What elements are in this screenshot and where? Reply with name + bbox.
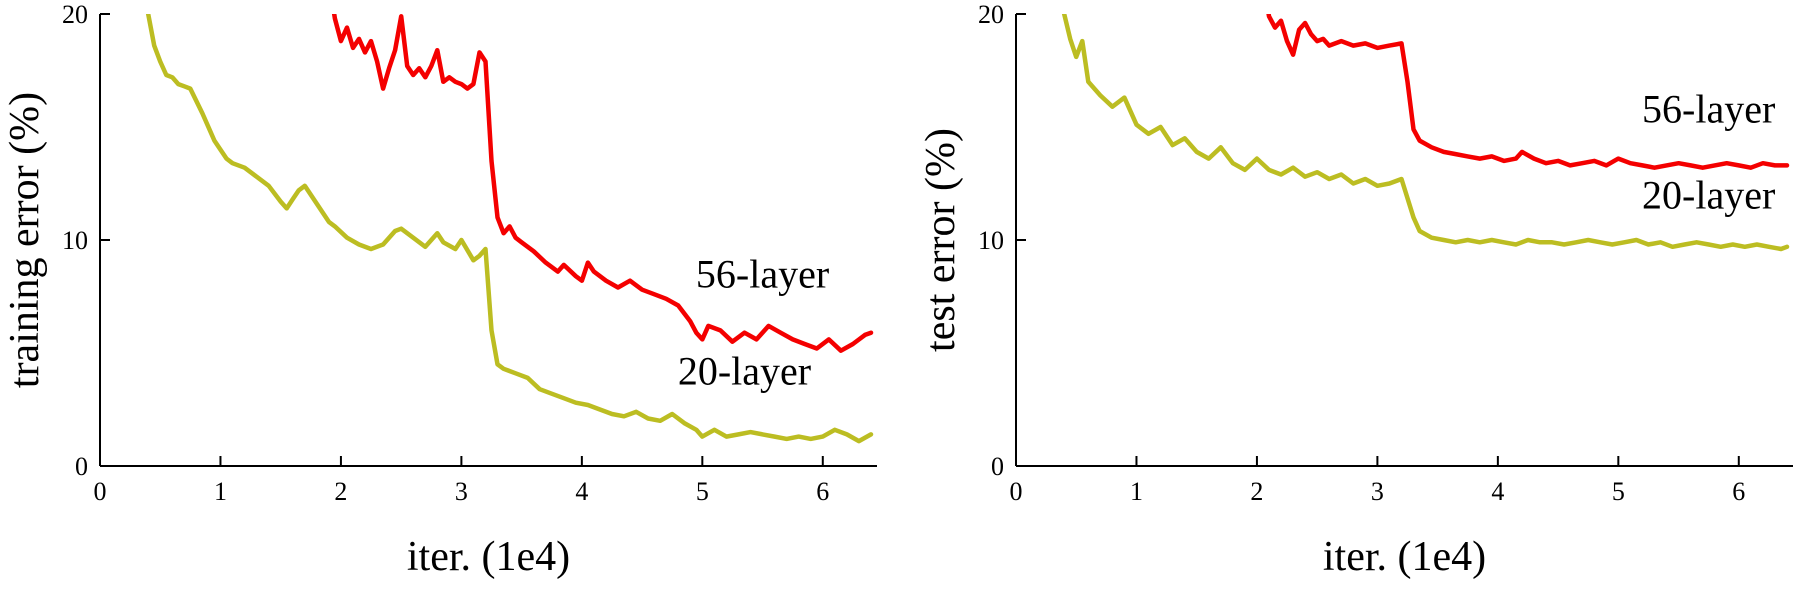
y-axis-label: training error (%) — [2, 92, 48, 388]
annotation-20-layer: 20-layer — [1642, 172, 1775, 217]
x-tick-label: 5 — [696, 477, 709, 506]
series-line-56-layer — [331, 14, 874, 353]
test-error-plot: 0 1 2 3 4 5 6 0 10 20 iter. (1e4) test error (%) 56-… — [918, 0, 1793, 580]
training-error-plot: 0 1 2 3 4 5 6 0 10 20 iter. (1e4) training error (%… — [2, 0, 877, 580]
y-tick-label: 0 — [75, 452, 88, 481]
x-tick-label: 2 — [334, 477, 347, 506]
x-tick-label: 4 — [575, 477, 588, 506]
y-tick-label: 20 — [978, 0, 1004, 29]
x-tick-label: 2 — [1250, 477, 1263, 506]
x-tick-label: 3 — [1371, 477, 1384, 506]
x-tick-label: 5 — [1612, 477, 1625, 506]
x-tick-label: 0 — [1010, 477, 1023, 506]
y-tick-label: 10 — [62, 226, 88, 255]
x-tick-label: 0 — [94, 477, 107, 506]
y-tick-label: 0 — [991, 452, 1004, 481]
x-tick-label: 1 — [214, 477, 227, 506]
x-tick-label: 6 — [1732, 477, 1745, 506]
series-line-20-layer — [1061, 14, 1790, 252]
series-line-56-layer — [1266, 14, 1790, 170]
series-line-20-layer — [145, 14, 874, 444]
x-tick-label: 4 — [1491, 477, 1504, 506]
annotation-56-layer: 56-layer — [1642, 86, 1775, 131]
y-tick-label: 20 — [62, 0, 88, 29]
annotation-56-layer: 56-layer — [696, 251, 829, 296]
test-error-chart: 0 1 2 3 4 5 6 0 10 20 iter. (1e4) test error (%) 56-… — [916, 0, 1811, 614]
y-axis-label: test error (%) — [918, 128, 964, 352]
x-axis-label: iter. (1e4) — [407, 534, 570, 580]
y-tick-label: 10 — [978, 226, 1004, 255]
training-error-chart: 0 1 2 3 4 5 6 0 10 20 iter. (1e4) training error (%… — [0, 0, 895, 614]
x-tick-label: 6 — [816, 477, 829, 506]
x-tick-label: 3 — [455, 477, 468, 506]
annotation-20-layer: 20-layer — [678, 349, 811, 394]
x-tick-label: 1 — [1130, 477, 1143, 506]
x-axis-label: iter. (1e4) — [1323, 534, 1486, 580]
